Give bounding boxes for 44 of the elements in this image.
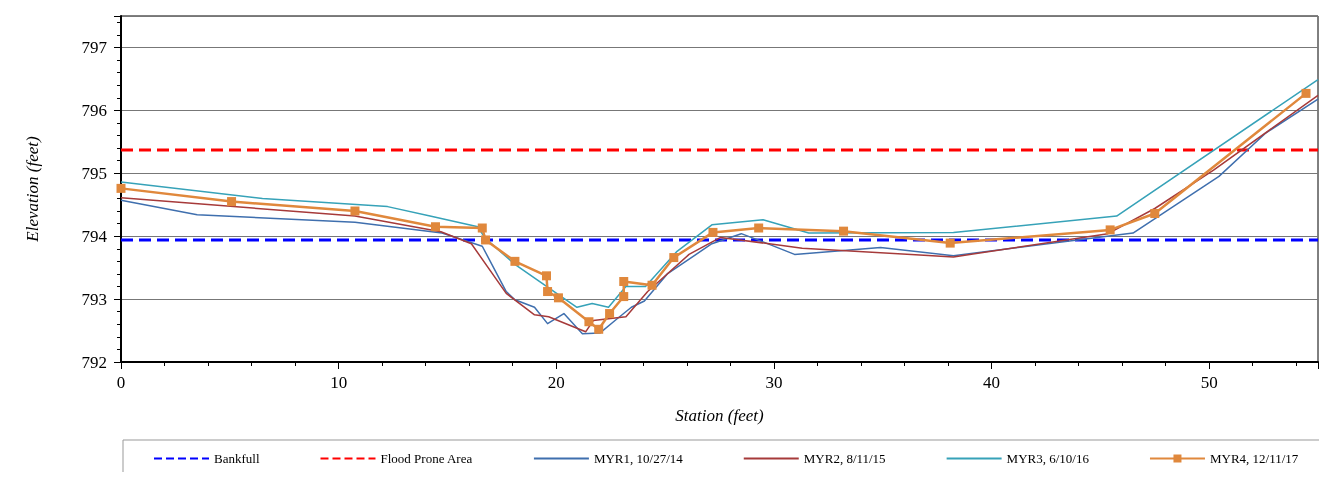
point — [839, 226, 849, 236]
point — [945, 238, 955, 248]
y-tick-label: 794 — [81, 226, 108, 246]
point — [754, 223, 764, 233]
legend-label: MYR1, 10/27/14 — [593, 451, 684, 466]
y-tick-label: 795 — [81, 163, 107, 183]
point — [1301, 88, 1311, 98]
point — [543, 287, 553, 297]
y-tick-label: 796 — [81, 100, 107, 120]
point — [1105, 225, 1115, 235]
y-tick-label: 797 — [81, 37, 108, 57]
x-axis-title: Station (feet) — [675, 406, 764, 425]
x-tick-label: 20 — [547, 373, 565, 392]
point — [584, 317, 594, 327]
y-axis-title: Elevation (feet) — [23, 136, 42, 243]
x-tick-label: 10 — [330, 373, 348, 392]
point — [481, 235, 491, 245]
point — [708, 227, 718, 237]
point — [619, 292, 629, 302]
point — [477, 223, 487, 233]
y-tick-label: 792 — [81, 352, 107, 372]
point — [594, 324, 604, 334]
point — [116, 183, 126, 193]
y-tick-label: 793 — [81, 289, 107, 309]
point — [430, 222, 440, 232]
point — [605, 309, 615, 319]
point — [1150, 209, 1160, 219]
legend-label: Flood Prone Area — [380, 451, 473, 466]
legend-label: Bankfull — [214, 451, 260, 466]
legend-label: MYR3, 6/10/16 — [1006, 451, 1090, 466]
x-tick-label: 50 — [1200, 373, 1218, 392]
point — [510, 256, 520, 266]
point — [553, 293, 563, 303]
point — [227, 197, 237, 207]
point — [350, 206, 360, 216]
legend-label: MYR4, 12/11/17 — [1209, 451, 1299, 466]
point — [647, 280, 657, 290]
point — [669, 253, 679, 263]
point — [619, 276, 629, 286]
x-tick-label: 30 — [765, 373, 783, 392]
x-tick-label: 0 — [116, 373, 126, 392]
legend-label: MYR2, 8/11/15 — [803, 451, 886, 466]
point — [541, 271, 551, 281]
x-tick-label: 40 — [983, 373, 1001, 392]
